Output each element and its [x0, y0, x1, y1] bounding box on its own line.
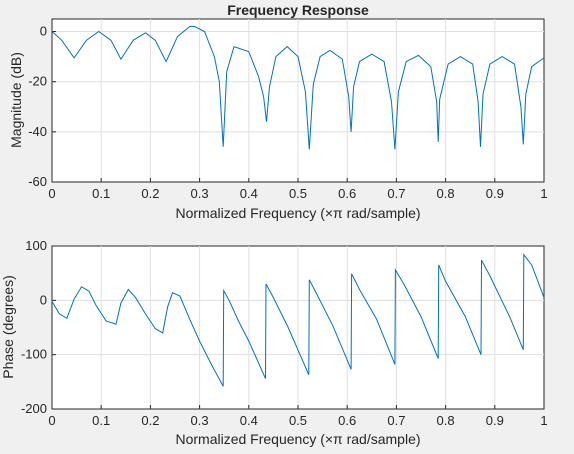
phase-plot: 0 0.1 0.2 0.3 0.4 0.5 0.6 0.7 0.8 0.9 1 -200 -100 0 10… [0, 238, 548, 447]
phase-xtick-label: 0.5 [289, 413, 307, 428]
phase-ylabel: Phase (degrees) [0, 275, 16, 379]
magnitude-series-line [51, 26, 545, 150]
phase-xtick-label: 0.9 [486, 413, 504, 428]
chart-title: Frequency Response [227, 2, 369, 18]
magnitude-ticks: 0 0.1 0.2 0.3 0.4 0.5 0.6 0.7 0.8 0.9 1 -60 -40 -20 0 [28, 24, 547, 201]
magnitude-xtick-label: 0.4 [240, 186, 258, 201]
phase-xtick-label: 0.2 [141, 413, 159, 428]
magnitude-xtick-label: 0.8 [437, 186, 455, 201]
phase-xtick-label: 1 [540, 413, 547, 428]
magnitude-ylabel: Magnitude (dB) [8, 52, 24, 148]
magnitude-xlabel: Normalized Frequency (×π rad/sample) [175, 205, 420, 221]
magnitude-xtick-label: 0.6 [338, 186, 356, 201]
phase-xtick-label: 0.1 [92, 413, 110, 428]
phase-ytick-label: 100 [25, 238, 47, 253]
magnitude-ytick-label: -20 [28, 74, 47, 89]
magnitude-xtick-label: 1 [540, 186, 547, 201]
magnitude-ytick-label: -60 [28, 174, 47, 189]
phase-ytick-label: 0 [40, 292, 47, 307]
magnitude-grid [52, 19, 544, 182]
phase-ytick-label: -100 [21, 347, 47, 362]
phase-xlabel: Normalized Frequency (×π rad/sample) [175, 431, 420, 447]
phase-xtick-label: 0.8 [437, 413, 455, 428]
magnitude-xtick-label: 0.7 [387, 186, 405, 201]
phase-xtick-label: 0 [48, 413, 55, 428]
phase-xtick-label: 0.3 [191, 413, 209, 428]
phase-xtick-label: 0.6 [338, 413, 356, 428]
magnitude-ytick-label: 0 [40, 24, 47, 39]
magnitude-ytick-label: -40 [28, 124, 47, 139]
magnitude-xtick-label: 0.1 [92, 186, 110, 201]
phase-series-line [51, 253, 545, 387]
magnitude-xtick-label: 0.5 [289, 186, 307, 201]
magnitude-plot: 0 0.1 0.2 0.3 0.4 0.5 0.6 0.7 0.8 0.9 1 -60 -40 -200 … [8, 18, 548, 221]
phase-grid [52, 246, 544, 409]
magnitude-xtick-label: 0.3 [191, 186, 209, 201]
phase-xtick-label: 0.7 [387, 413, 405, 428]
phase-ytick-label: -200 [21, 401, 47, 416]
phase-ticks: 0 0.1 0.2 0.3 0.4 0.5 0.6 0.7 0.8 0.9 1 -200 -100 0 10… [21, 238, 548, 428]
magnitude-xtick-label: 0.9 [486, 186, 504, 201]
magnitude-xtick-label: 0.2 [141, 186, 159, 201]
phase-xtick-label: 0.4 [240, 413, 258, 428]
magnitude-xtick-label: 0 [48, 186, 55, 201]
